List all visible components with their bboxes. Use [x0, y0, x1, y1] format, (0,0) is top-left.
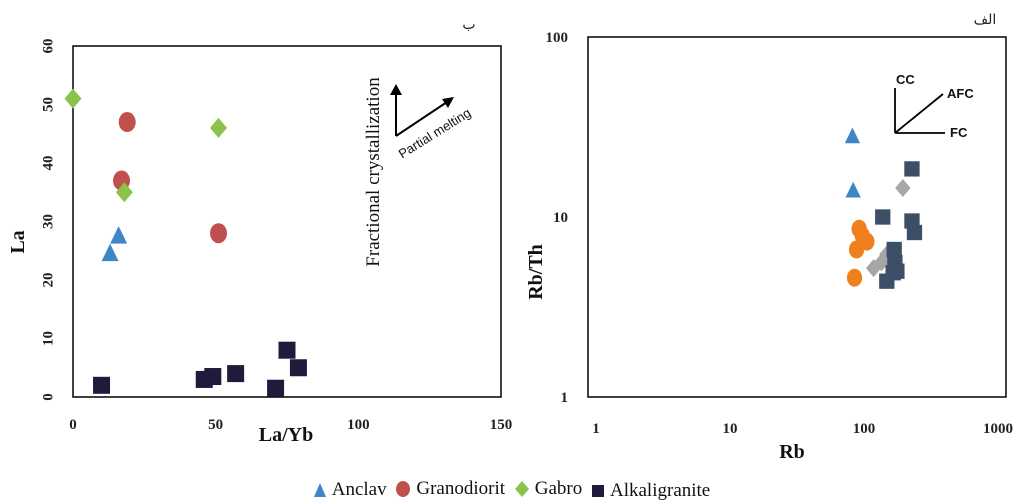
- square-icon: [592, 485, 604, 497]
- data-point: [110, 226, 128, 244]
- legend-item-alkaligranite: Alkaligranite: [591, 480, 710, 502]
- figure: ب La/Yb La Fractional crystallization Pa…: [7, 12, 1013, 463]
- data-point: [904, 161, 920, 177]
- data-point: [844, 127, 861, 144]
- corner-label-right: الف: [974, 12, 997, 28]
- y-tick-label: 10: [553, 210, 568, 226]
- x-tick-label: 100: [347, 417, 370, 433]
- data-point: [879, 273, 895, 289]
- data-point: [886, 241, 902, 258]
- x-tick-label: 100: [853, 421, 876, 437]
- x-tick-label: 1: [592, 421, 600, 437]
- data-point: [906, 224, 923, 241]
- diamond-icon: [514, 481, 529, 497]
- data-point: [64, 88, 82, 109]
- corner-label-left: ب: [462, 17, 475, 33]
- x-tick-label: 50: [208, 417, 223, 433]
- data-point: [278, 341, 296, 359]
- data-point: [204, 368, 222, 386]
- plot-frame-right: [587, 36, 1007, 398]
- x-axis-label-left: La/Yb: [259, 424, 313, 446]
- ticks-right: 1 10 100 1000 1 10 100: [546, 30, 1014, 437]
- legend-label: Gabro: [534, 478, 583, 499]
- partial-melting-arrow-head: [442, 97, 454, 108]
- x-tick-label: 0: [69, 417, 77, 433]
- y-tick-label: 1: [561, 390, 569, 406]
- y-tick-label: 20: [40, 273, 56, 288]
- data-point: [210, 223, 228, 244]
- data-point: [875, 209, 891, 225]
- y-tick-label: 60: [40, 39, 56, 54]
- y-tick-label: 30: [40, 214, 56, 229]
- plot-frame-left: [72, 45, 502, 398]
- data-point: [227, 365, 245, 383]
- x-axis-label-right: Rb: [779, 441, 805, 463]
- data-point: [101, 243, 119, 262]
- data-point: [289, 359, 307, 377]
- y-axis-label-right: Rb/Th: [525, 244, 547, 300]
- data-point: [115, 182, 133, 203]
- legend-label: Alkaligranite: [610, 480, 711, 501]
- data-point: [267, 379, 285, 397]
- partial-melting-arrow-line: [395, 101, 448, 137]
- legend-item-granodiorit: Granodiorit: [395, 478, 505, 500]
- x-tick-label: 150: [490, 417, 513, 433]
- partial-melting-label: Partial melting: [396, 105, 474, 161]
- chart-la-vs-layb: ب La/Yb La Fractional crystallization Pa…: [7, 17, 512, 446]
- afc-label: AFC: [947, 86, 974, 101]
- legend-item-gabro: Gabro: [514, 478, 582, 500]
- legend-label: Anclav: [331, 479, 387, 500]
- fc-label: FC: [950, 125, 968, 140]
- points-left: [64, 88, 307, 397]
- data-point: [848, 240, 865, 259]
- fractional-arrow-head: [390, 84, 402, 95]
- data-point: [845, 181, 861, 198]
- data-point: [210, 117, 228, 138]
- afc-line: [894, 93, 944, 134]
- legend-item-anclav: Anclav: [313, 479, 387, 501]
- triangle-icon: [313, 483, 326, 497]
- data-point: [846, 268, 863, 287]
- data-point: [93, 376, 111, 394]
- cc-label: CC: [896, 72, 915, 87]
- y-tick-label: 10: [40, 331, 56, 346]
- y-tick-label: 0: [40, 393, 56, 401]
- legend-label: Granodiorit: [416, 478, 506, 499]
- points-right: [844, 127, 923, 289]
- fractional-crystallization-label: Fractional crystallization: [363, 77, 384, 267]
- data-point: [904, 213, 920, 229]
- x-tick-label: 10: [723, 421, 738, 437]
- ticks-left: 0 50 100 150 0 10 20 30 40 50 60: [40, 39, 512, 434]
- data-point: [895, 178, 911, 197]
- x-tick-label: 1000: [983, 421, 1013, 437]
- legend: Anclav Granodiorit Gabro Alkaligranite: [0, 478, 1023, 504]
- y-tick-label: 50: [40, 97, 56, 112]
- data-point: [873, 253, 890, 272]
- y-tick-label: 100: [546, 30, 569, 46]
- data-point: [118, 112, 136, 133]
- chart-rbth-vs-rb: الف Rb Rb/Th CC AFC FC 1 10 100 1000 1 10 100: [525, 12, 1013, 463]
- y-tick-label: 40: [40, 156, 56, 171]
- y-axis-label-left: La: [7, 230, 29, 253]
- ellipse-icon: [396, 481, 411, 497]
